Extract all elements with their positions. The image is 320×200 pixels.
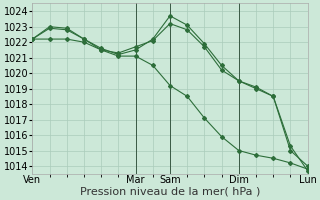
X-axis label: Pression niveau de la mer( hPa ): Pression niveau de la mer( hPa ) xyxy=(80,187,260,197)
